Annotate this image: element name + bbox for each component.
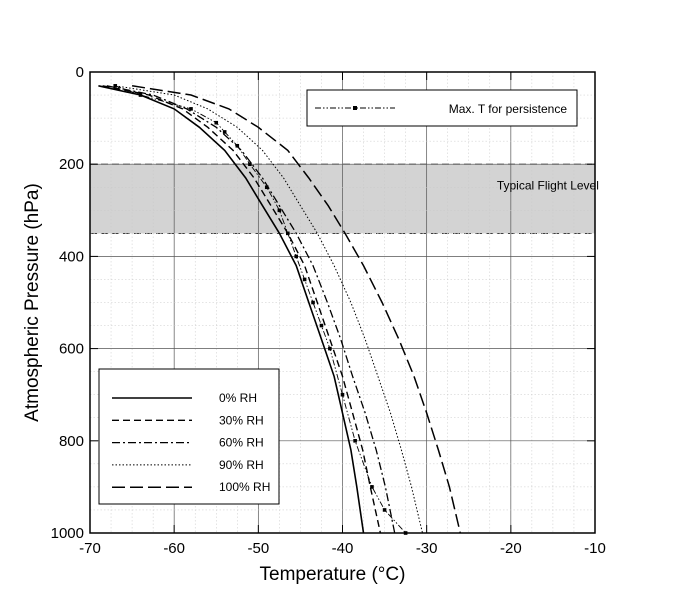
legend-rh: 0% RH 30% RH 60% RH 90% RH 100% RH <box>98 368 280 505</box>
series-line-60-rh <box>106 85 396 534</box>
y-tick-label: 600 <box>59 341 84 358</box>
series-marker-max-t-for-persistence <box>277 208 282 213</box>
legend-rh-box <box>98 368 280 505</box>
series-line-100-rh <box>131 85 462 534</box>
series-marker-max-t-for-persistence <box>189 107 193 111</box>
legend-label-30-rh: 30% RH <box>219 413 264 427</box>
series-line-90-rh <box>115 85 423 534</box>
series-marker-max-t-for-persistence <box>222 130 227 134</box>
series-marker-max-t-for-persistence <box>311 300 315 305</box>
x-tick-label: -50 <box>247 540 269 557</box>
x-axis-label: Temperature (°C) <box>260 564 406 585</box>
series-marker-max-t-for-persistence <box>294 254 299 259</box>
series-marker-max-t-for-persistence <box>285 231 290 236</box>
series-marker-max-t-for-persistence <box>113 84 118 88</box>
legend-persistence-box <box>306 89 578 127</box>
legend-persistence: Max. T for persistence <box>306 89 578 127</box>
series-marker-max-t-for-persistence <box>370 485 374 489</box>
legend-label-90-rh: 90% RH <box>219 458 264 472</box>
series-marker-max-t-for-persistence <box>353 439 357 443</box>
y-tick-label: 1000 <box>51 525 84 542</box>
legend-label-persistence: Max. T for persistence <box>449 102 568 116</box>
series-line-0-rh <box>98 85 365 534</box>
series-marker-max-t-for-persistence <box>248 162 252 166</box>
legend-label-60-rh: 60% RH <box>219 436 264 450</box>
tick-layer: -70 -60 -50 -40 -30 -20 -10 0 200 400 600 800 1000 <box>51 64 606 557</box>
series-line-30-rh <box>102 85 382 534</box>
series-marker-max-t-for-persistence <box>302 277 307 282</box>
legend-label-100-rh: 100% RH <box>219 480 270 494</box>
series-marker-max-t-for-persistence <box>235 143 240 148</box>
legend-label-0-rh: 0% RH <box>219 391 257 405</box>
x-tick-label: -20 <box>500 540 522 557</box>
y-axis-label: Atmospheric Pressure (hPa) <box>22 183 43 422</box>
y-tick-label: 0 <box>76 64 84 81</box>
x-tick-label: -10 <box>584 540 606 557</box>
series-marker-max-t-for-persistence <box>264 185 269 190</box>
x-tick-label: -30 <box>416 540 438 557</box>
series-marker-max-t-for-persistence <box>328 346 332 351</box>
x-tick-label: -70 <box>79 540 101 557</box>
flight-level-band-label: Typical Flight Level <box>497 179 599 193</box>
series-marker-max-t-for-persistence <box>382 508 387 512</box>
series-marker-max-t-for-persistence <box>138 93 143 97</box>
x-tick-label: -60 <box>163 540 185 557</box>
series-marker-max-t-for-persistence <box>340 392 345 397</box>
legend-marker-persistence <box>353 106 357 110</box>
y-tick-label: 200 <box>59 156 84 173</box>
series-layer <box>98 84 462 535</box>
series-marker-max-t-for-persistence <box>319 323 324 328</box>
y-tick-label: 400 <box>59 248 84 265</box>
y-tick-label: 800 <box>59 433 84 450</box>
x-tick-label: -40 <box>332 540 354 557</box>
series-marker-max-t-for-persistence <box>214 120 219 125</box>
